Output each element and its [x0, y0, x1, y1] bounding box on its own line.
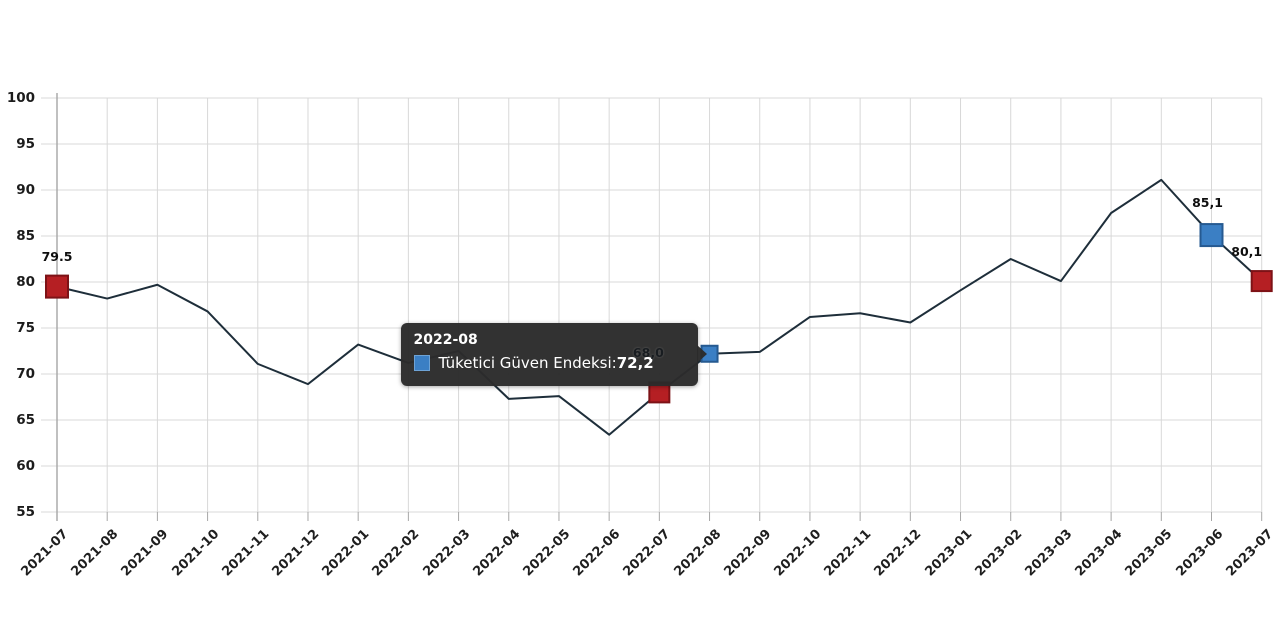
y-axis-label-55: 55	[16, 504, 35, 520]
tooltip-value: 72,2	[616, 353, 654, 372]
tooltip-value-row: Tüketici Güven Endeksi: 72,2	[413, 353, 685, 373]
data-point-marker-2023-06[interactable]	[1199, 223, 1224, 248]
y-axis-label-80: 80	[16, 274, 35, 290]
point-label-2023-07: 80,1	[1231, 244, 1263, 260]
y-axis-label-95: 95	[16, 136, 35, 152]
y-axis-label-100: 100	[6, 90, 35, 106]
y-axis-label-85: 85	[16, 228, 35, 244]
y-axis-label-70: 70	[16, 366, 35, 382]
point-label-2022-07: 68,0	[632, 345, 664, 361]
series-swatch-icon	[413, 355, 430, 372]
point-label-2021-07: 79.5	[41, 248, 73, 264]
data-point-marker-2023-07[interactable]	[1250, 270, 1273, 293]
y-axis-label-60: 60	[16, 458, 35, 474]
data-point-marker-2021-07[interactable]	[45, 274, 69, 299]
tooltip-arrow-icon	[696, 345, 707, 364]
tooltip: 2022-08 Tüketici Güven Endeksi: 72,2	[400, 322, 707, 386]
y-axis-label-90: 90	[16, 182, 35, 198]
tooltip-date-title: 2022-08	[413, 331, 478, 348]
y-axis-label-75: 75	[16, 320, 35, 336]
tooltip-series-label: Tüketici Güven Endeksi	[438, 353, 612, 372]
y-axis-label-65: 65	[16, 412, 35, 428]
tooltip-separator: :	[611, 353, 617, 372]
point-label-2023-06: 85,1	[1192, 195, 1223, 211]
